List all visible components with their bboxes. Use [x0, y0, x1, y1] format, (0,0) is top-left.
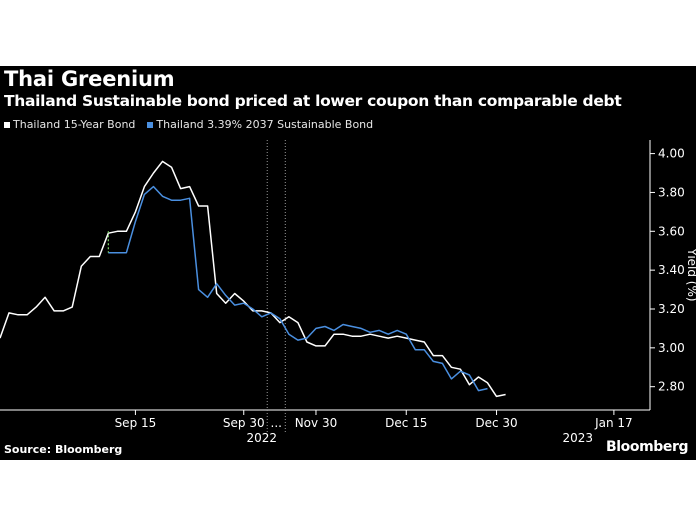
bloomberg-logo: Bloomberg — [606, 439, 689, 455]
x-tick-label: Nov 30 — [295, 416, 338, 430]
chart-title: Thai Greenium — [4, 67, 175, 91]
chart-subtitle: Thailand Sustainable bond priced at lowe… — [4, 92, 622, 110]
y-tick-label: 3.80 — [658, 185, 685, 199]
y-tick-label: 3.00 — [658, 341, 685, 355]
x-group-label: 2022 — [247, 431, 278, 445]
legend-swatch-white — [4, 121, 10, 128]
x-tick-label: ... — [271, 416, 282, 430]
y-tick-label: 4.00 — [658, 147, 685, 161]
chart-legend: Thailand 15-Year Bond Thailand 3.39% 203… — [4, 118, 373, 131]
legend-item-sustainable-bond: Thailand 3.39% 2037 Sustainable Bond — [147, 118, 373, 131]
x-tick-label: Sep 15 — [115, 416, 157, 430]
y-tick-label: 3.40 — [658, 263, 685, 277]
series-line-thailand-sustainable-bond — [108, 185, 488, 392]
y-tick-label: 3.60 — [658, 224, 685, 238]
x-group-label: 2023 — [563, 431, 594, 445]
x-tick-label: Jan 17 — [594, 416, 633, 430]
series-line-thailand-15-year-bond — [0, 160, 506, 398]
x-tick-label: Dec 15 — [385, 416, 427, 430]
legend-swatch-blue — [147, 121, 154, 128]
x-tick-label: Sep 30 — [223, 416, 265, 430]
source-note: Source: Bloomberg — [4, 443, 123, 456]
y-tick-label: 3.20 — [658, 302, 685, 316]
legend-item-15-year-bond: Thailand 15-Year Bond — [4, 118, 135, 131]
chart-card: 4.00 3.80 3.60 3.40 3.20 3.00 2.80 Yield (%) Sep… — [0, 66, 696, 460]
y-tick-label: 2.80 — [658, 380, 685, 394]
legend-label: Thailand 3.39% 2037 Sustainable Bond — [156, 118, 374, 131]
chart-canvas: 4.00 3.80 3.60 3.40 3.20 3.00 2.80 Yield (%) Sep… — [0, 140, 696, 445]
y-axis-label: Yield (%) — [685, 247, 696, 301]
x-tick-label: Dec 30 — [475, 416, 517, 430]
legend-label: Thailand 15-Year Bond — [13, 118, 136, 131]
